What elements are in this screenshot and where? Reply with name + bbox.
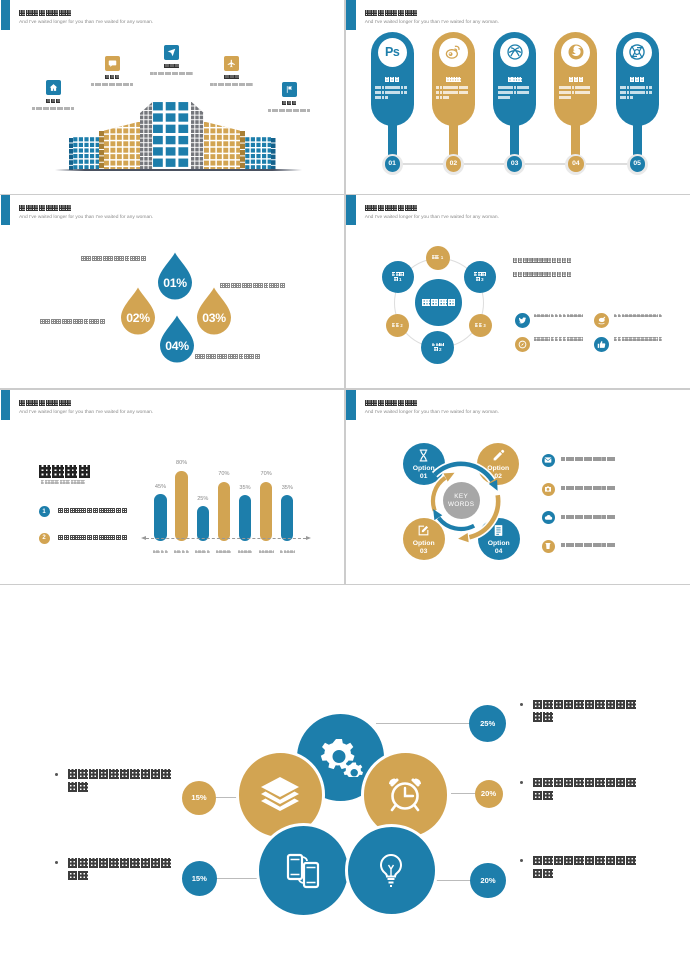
svg-text:03%: 03% — [202, 311, 226, 325]
svg-text:04%: 04% — [165, 339, 189, 353]
svg-text:02%: 02% — [126, 311, 150, 325]
svg-text:01%: 01% — [163, 276, 187, 290]
